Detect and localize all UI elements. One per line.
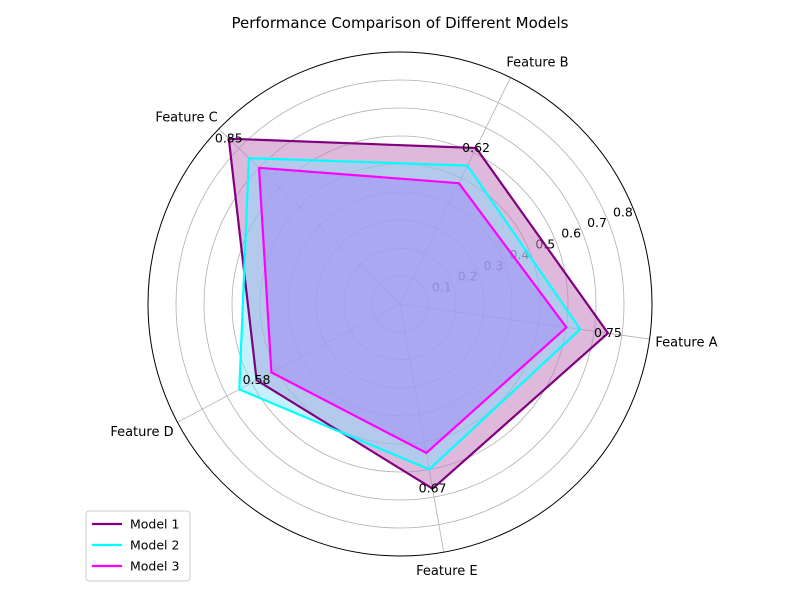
outer-frame — [147, 51, 653, 557]
axis-label-feature-b: Feature B — [506, 55, 568, 70]
grid-ring-8 — [175, 79, 625, 529]
data-label: 0.85 — [215, 131, 243, 146]
data-label: 0.67 — [419, 481, 447, 496]
legend-entry: Model 2 — [130, 538, 179, 553]
legend: Model 1 Model 2 Model 3 — [85, 510, 191, 582]
data-label: 0.62 — [462, 140, 490, 155]
r-tick-label: 0.8 — [613, 204, 633, 219]
series-line-1 — [227, 137, 610, 490]
grid-ring-7 — [203, 107, 597, 501]
legend-box — [85, 510, 191, 582]
labels-layer: Feature A Feature B Feature C Feature D Feat… — [110, 55, 717, 579]
legend-entry: Model 1 — [130, 517, 179, 532]
axis-label-feature-e: Feature E — [416, 564, 477, 579]
series-line-2 — [238, 157, 582, 471]
series-layer — [227, 137, 610, 490]
legend-entry: Model 3 — [130, 559, 179, 574]
series-fill-3 — [259, 167, 567, 453]
r-tick-label: 0.6 — [561, 226, 581, 241]
data-label: 0.58 — [243, 372, 271, 387]
chart-title: Performance Comparison of Different Mode… — [232, 14, 569, 32]
r-tick-label: 0.7 — [587, 215, 607, 230]
axis-label-feature-a: Feature A — [655, 336, 717, 351]
data-label: 0.75 — [594, 325, 622, 340]
axis-label-feature-d: Feature D — [110, 425, 173, 440]
series-line-3 — [257, 166, 568, 454]
axis-label-feature-c: Feature C — [155, 110, 217, 125]
